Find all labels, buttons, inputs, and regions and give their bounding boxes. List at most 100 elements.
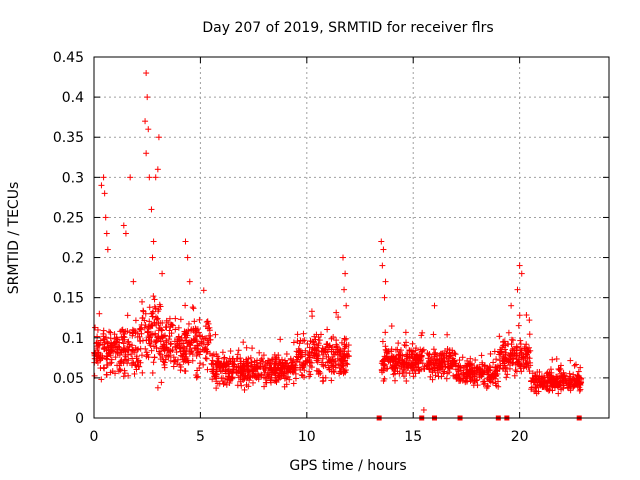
data-point bbox=[330, 348, 337, 355]
data-point bbox=[261, 369, 268, 376]
data-point bbox=[534, 369, 541, 376]
data-point bbox=[393, 355, 400, 362]
data-point bbox=[283, 381, 290, 388]
data-point bbox=[179, 353, 186, 360]
data-point bbox=[210, 361, 217, 368]
data-point bbox=[124, 360, 131, 367]
data-point bbox=[419, 360, 426, 367]
data-point bbox=[120, 328, 127, 335]
data-point bbox=[175, 334, 182, 341]
data-point bbox=[432, 359, 439, 366]
data-point bbox=[402, 329, 409, 336]
data-point bbox=[126, 329, 133, 336]
data-point bbox=[137, 359, 144, 366]
data-point bbox=[556, 367, 563, 374]
data-point bbox=[323, 353, 330, 360]
data-point bbox=[512, 367, 519, 374]
data-point-peak bbox=[342, 270, 349, 277]
data-point bbox=[103, 334, 110, 341]
data-point bbox=[419, 329, 426, 336]
data-point bbox=[414, 351, 421, 358]
y-tick-label: 0.1 bbox=[62, 331, 84, 347]
data-point bbox=[426, 351, 433, 358]
data-point bbox=[514, 344, 521, 351]
data-point bbox=[115, 343, 122, 350]
data-point-peak bbox=[382, 278, 389, 285]
data-point bbox=[204, 341, 211, 348]
y-axis-label: SRMTID / TECUs bbox=[6, 182, 22, 295]
data-point bbox=[153, 316, 160, 323]
data-point bbox=[333, 309, 340, 316]
data-point bbox=[121, 370, 128, 377]
data-point bbox=[326, 366, 333, 373]
data-point bbox=[125, 372, 132, 379]
data-point bbox=[496, 357, 503, 364]
data-point bbox=[409, 340, 416, 347]
data-point bbox=[151, 320, 158, 327]
data-point bbox=[456, 357, 463, 364]
data-point bbox=[143, 349, 150, 356]
data-point bbox=[105, 347, 112, 354]
data-point bbox=[535, 388, 542, 395]
data-points bbox=[91, 70, 585, 421]
data-point bbox=[315, 355, 322, 362]
data-point bbox=[250, 379, 257, 386]
data-point bbox=[243, 344, 250, 351]
data-point bbox=[152, 305, 159, 312]
data-point bbox=[316, 337, 323, 344]
data-point bbox=[262, 379, 269, 386]
data-point bbox=[311, 341, 318, 348]
data-point bbox=[140, 307, 147, 314]
data-point bbox=[510, 355, 517, 362]
data-point bbox=[160, 358, 167, 365]
data-point bbox=[151, 296, 158, 303]
data-point bbox=[509, 337, 516, 344]
data-point-peak bbox=[152, 174, 159, 181]
data-point bbox=[439, 357, 446, 364]
data-point bbox=[484, 365, 491, 372]
data-point bbox=[203, 355, 210, 362]
chart-title: Day 207 of 2019, SRMTID for receiver flr… bbox=[202, 20, 493, 36]
data-point bbox=[122, 348, 129, 355]
data-point bbox=[99, 352, 106, 359]
data-point bbox=[531, 373, 538, 380]
data-point bbox=[100, 333, 107, 340]
data-point bbox=[223, 381, 230, 388]
data-point bbox=[501, 338, 508, 345]
data-point bbox=[380, 357, 387, 364]
data-point bbox=[192, 326, 199, 333]
data-point bbox=[557, 370, 564, 377]
data-point bbox=[94, 355, 101, 362]
data-point bbox=[168, 321, 175, 328]
data-point bbox=[225, 363, 232, 370]
data-point bbox=[237, 360, 244, 367]
data-point bbox=[332, 362, 339, 369]
data-point bbox=[171, 338, 178, 345]
data-point bbox=[283, 360, 290, 367]
data-point bbox=[192, 325, 199, 332]
data-point bbox=[221, 354, 228, 361]
data-point bbox=[173, 349, 180, 356]
data-point bbox=[463, 378, 470, 385]
data-point bbox=[553, 355, 560, 362]
data-point bbox=[427, 359, 434, 366]
data-point-peak bbox=[103, 230, 110, 237]
y-tick-label: 0.25 bbox=[53, 210, 84, 226]
data-point-peak bbox=[150, 238, 157, 245]
data-point-peak bbox=[120, 222, 127, 229]
data-point bbox=[511, 372, 518, 379]
data-point bbox=[120, 373, 127, 380]
data-point bbox=[196, 316, 203, 323]
data-point bbox=[344, 361, 351, 368]
data-point bbox=[150, 293, 157, 300]
data-point bbox=[209, 376, 216, 383]
data-point bbox=[343, 335, 350, 342]
data-point bbox=[516, 359, 523, 366]
data-point-peak bbox=[100, 174, 107, 181]
data-point bbox=[128, 351, 135, 358]
data-point bbox=[124, 312, 131, 319]
data-point bbox=[296, 359, 303, 366]
data-point bbox=[505, 329, 512, 336]
data-point bbox=[523, 359, 530, 366]
data-point bbox=[505, 358, 512, 365]
